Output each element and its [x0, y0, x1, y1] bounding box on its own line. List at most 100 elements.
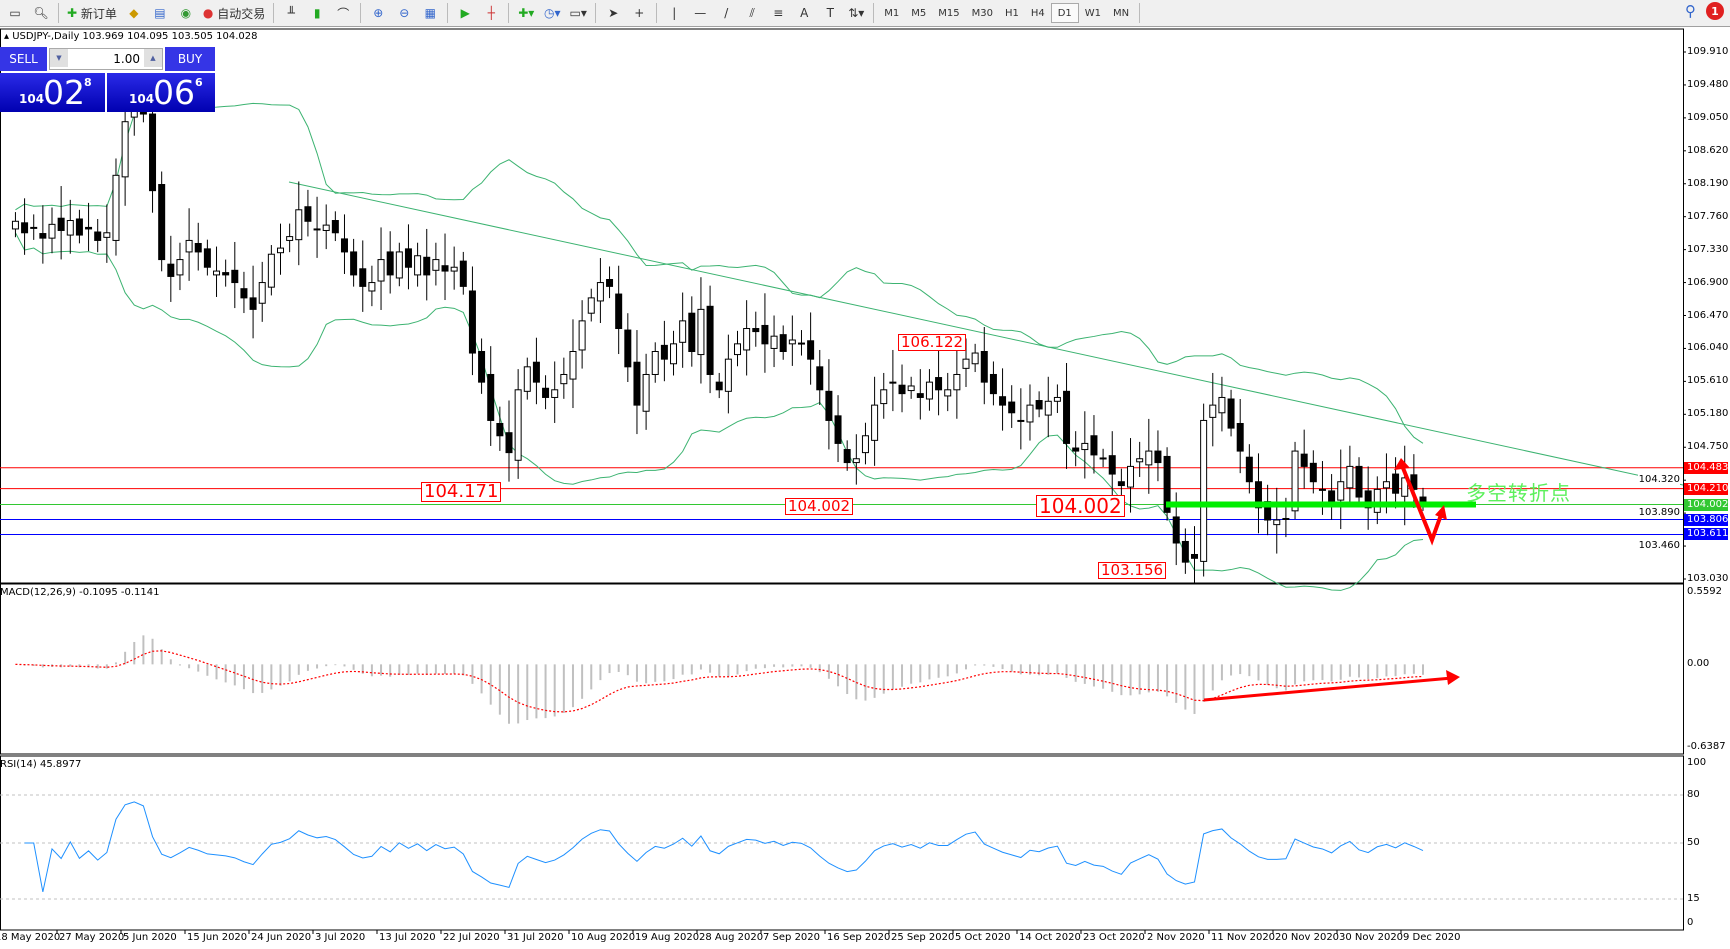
fibonacci-icon[interactable]: ≡ — [773, 6, 784, 20]
macd-signal-line — [15, 650, 1424, 713]
timeframe-h4[interactable]: H4 — [1030, 7, 1045, 19]
candle — [231, 269, 239, 284]
price-tick-label: 106.470 — [1687, 309, 1729, 321]
candle — [1127, 465, 1135, 488]
timeframe-m5[interactable]: M5 — [911, 7, 927, 19]
quantity-increase-button[interactable]: ▲ — [144, 49, 162, 67]
horizontal-line-icon[interactable]: — — [694, 6, 707, 20]
timeframe-m15[interactable]: M15 — [938, 7, 960, 19]
candle — [450, 266, 458, 272]
date-label: 13 Jul 2020 — [379, 932, 436, 943]
timeframe-mn[interactable]: MN — [1113, 7, 1130, 19]
main-panel-frame — [0, 28, 1684, 584]
date-label: 15 Jun 2020 — [187, 932, 248, 943]
window-icon[interactable]: ▭ — [9, 6, 21, 20]
price-tick-label: 107.760 — [1687, 210, 1729, 222]
candle — [75, 218, 83, 236]
bar-chart-icon[interactable]: ╨ — [287, 6, 295, 20]
chart-area[interactable] — [0, 28, 1730, 949]
candle — [843, 449, 851, 464]
vertical-line-icon[interactable]: | — [672, 6, 677, 20]
signals-icon[interactable]: ◉ — [180, 6, 192, 20]
price-line-label: 103.611 — [1684, 528, 1728, 541]
candle — [11, 220, 19, 230]
timeframe-w1[interactable]: W1 — [1084, 7, 1102, 19]
candle — [825, 390, 833, 421]
buy-button[interactable]: BUY — [165, 47, 215, 71]
candle — [222, 272, 230, 276]
text-icon[interactable]: A — [800, 6, 809, 20]
candle — [697, 308, 705, 356]
candle — [258, 282, 266, 304]
candle — [1044, 400, 1052, 416]
candle — [734, 343, 741, 356]
candle — [194, 242, 202, 253]
timeframe-m1[interactable]: M1 — [884, 7, 900, 19]
candle — [414, 255, 422, 276]
print-preview-icon[interactable]: 🔍︎ — [33, 6, 49, 20]
candle — [1318, 488, 1326, 491]
text-label-icon[interactable]: T — [826, 6, 834, 20]
equidistant-channel-icon[interactable]: ⫽ — [749, 5, 755, 20]
templates-icon[interactable]: ▭▾ — [569, 6, 587, 20]
price-line-label: 103.806 — [1684, 513, 1728, 526]
metaeditor-icon[interactable]: ◆ — [129, 6, 139, 20]
candle — [953, 373, 961, 391]
candle — [1072, 447, 1080, 452]
price-line-label: 104.483 — [1684, 461, 1728, 474]
notification-badge[interactable]: 1 — [1706, 2, 1724, 20]
candle — [240, 288, 248, 299]
candle — [112, 174, 120, 241]
candle — [1008, 401, 1016, 414]
candle — [1236, 423, 1244, 452]
terminal-icon[interactable]: ▤ — [154, 6, 166, 20]
periods-icon[interactable]: ◷▾ — [543, 6, 561, 20]
sell-fraction: 8 — [84, 76, 92, 89]
new-order-button[interactable]: ✚ 新订单 — [65, 2, 119, 24]
candle — [66, 220, 74, 236]
candle — [670, 343, 678, 365]
candle — [861, 435, 869, 454]
date-label: 16 Sep 2020 — [827, 932, 891, 943]
candle — [514, 389, 522, 461]
candle — [1145, 450, 1153, 466]
candle — [797, 342, 805, 345]
candle — [1346, 465, 1354, 489]
candle — [971, 352, 979, 365]
date-label: 9 Dec 2020 — [1403, 932, 1461, 943]
crosshair-icon[interactable]: + — [634, 6, 645, 20]
search-icon[interactable]: ⚲ — [1685, 2, 1696, 20]
candle — [542, 387, 550, 398]
sell-button[interactable]: SELL — [0, 47, 47, 71]
auto-scroll-icon[interactable]: ▶ — [460, 6, 470, 20]
quantity-decrease-button[interactable]: ▼ — [50, 49, 68, 67]
arrows-icon[interactable]: ⇅▾ — [848, 6, 865, 20]
candle — [1309, 462, 1317, 483]
macd-axis-label: -0.6387 — [1687, 741, 1726, 752]
timeframe-h1[interactable]: H1 — [1004, 7, 1019, 19]
buy-price[interactable]: 104 06 6 — [107, 73, 215, 112]
zoom-out-icon[interactable]: ⊖ — [399, 6, 410, 20]
candle — [1200, 419, 1208, 562]
candle — [94, 231, 102, 241]
quantity-input[interactable]: 1.00 — [49, 48, 163, 70]
separator — [58, 3, 59, 23]
chart-shift-icon[interactable]: ┼ — [487, 6, 495, 20]
candle — [1172, 516, 1180, 544]
separator — [273, 3, 275, 23]
cursor-icon[interactable]: ➤ — [608, 6, 619, 20]
down-up-arrow — [1399, 462, 1444, 546]
tile-windows-icon[interactable]: ▦ — [424, 6, 436, 20]
trendline-icon[interactable]: / — [724, 6, 729, 20]
timeframe-d1[interactable]: D1 — [1050, 3, 1079, 23]
candle — [1063, 390, 1071, 444]
timeframe-m30[interactable]: M30 — [971, 7, 993, 19]
candle — [852, 458, 860, 464]
auto-trading-button[interactable]: ● 自动交易 — [201, 2, 267, 24]
zoom-in-icon[interactable]: ⊕ — [373, 6, 384, 20]
line-chart-icon[interactable]: ⌒ — [337, 6, 350, 21]
sell-price[interactable]: 104 02 8 — [0, 73, 105, 112]
indicators-icon[interactable]: ✚▾ — [518, 6, 535, 20]
candlestick-icon[interactable]: ▮ — [313, 6, 321, 20]
candle — [1099, 457, 1107, 460]
